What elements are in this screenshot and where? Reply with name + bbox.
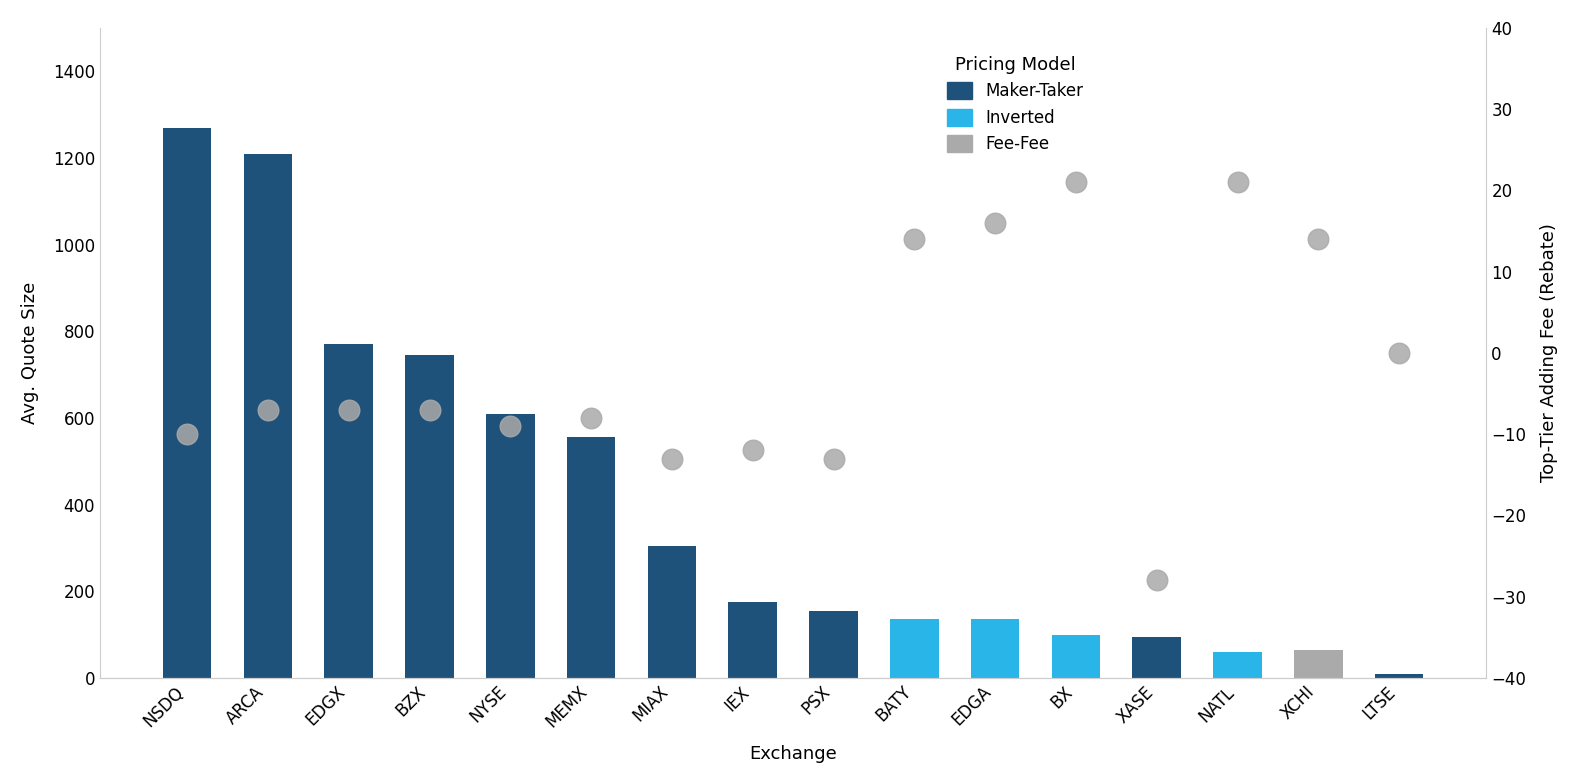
Point — [1306, 233, 1331, 245]
Bar — [324, 344, 373, 678]
Point — [578, 412, 603, 424]
Point — [1145, 574, 1170, 586]
Point — [821, 452, 846, 465]
Point — [174, 428, 199, 441]
Point — [1225, 176, 1251, 188]
Bar — [891, 619, 938, 678]
Bar — [1375, 673, 1423, 678]
X-axis label: Exchange: Exchange — [750, 745, 837, 763]
Point — [982, 216, 1007, 229]
Point — [336, 404, 362, 416]
Y-axis label: Avg. Quote Size: Avg. Quote Size — [21, 281, 39, 424]
Bar — [486, 414, 535, 678]
Legend: Maker-Taker, Inverted, Fee-Fee: Maker-Taker, Inverted, Fee-Fee — [940, 49, 1090, 160]
Bar — [567, 437, 616, 678]
Bar — [1295, 650, 1342, 678]
Y-axis label: Top-Tier Adding Fee (Rebate): Top-Tier Adding Fee (Rebate) — [1540, 223, 1558, 482]
Point — [1063, 176, 1088, 188]
Bar — [1052, 634, 1101, 678]
Bar — [163, 128, 212, 678]
Point — [256, 404, 281, 416]
Bar — [243, 154, 292, 678]
Bar — [728, 602, 777, 678]
Point — [902, 233, 927, 245]
Point — [1386, 347, 1412, 359]
Point — [497, 419, 523, 432]
Bar — [1213, 652, 1262, 678]
Bar — [971, 619, 1020, 678]
Bar — [406, 355, 453, 678]
Point — [741, 445, 766, 457]
Bar — [810, 611, 857, 678]
Point — [417, 404, 442, 416]
Point — [660, 452, 685, 465]
Bar — [1132, 637, 1181, 678]
Bar — [647, 546, 696, 678]
